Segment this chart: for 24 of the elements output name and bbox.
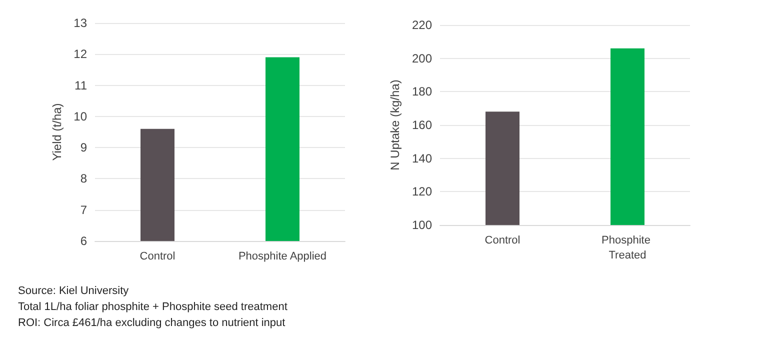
y-tick-label: 140 (412, 151, 432, 166)
x-tick-label: Control (140, 250, 176, 262)
x-tick-label: Phosphite Treated (602, 234, 654, 262)
y-tick-label: 180 (412, 84, 432, 99)
source-note: Source: Kiel University (18, 284, 130, 299)
y-tick-label: 220 (412, 18, 432, 32)
y-tick-label: 200 (412, 51, 432, 66)
x-tick-label: Phosphite Applied (238, 250, 327, 262)
y-tick-label: 11 (74, 78, 88, 92)
y-tick-label: 12 (74, 47, 88, 62)
y-tick-label: 8 (80, 172, 88, 186)
y-tick-label: 9 (80, 140, 88, 155)
y-tick-label: 10 (74, 109, 88, 124)
y-axis-title: Yield (t/ha) (50, 103, 64, 161)
y-tick-label: 13 (74, 16, 88, 30)
y-tick-label: 7 (80, 202, 88, 217)
x-tick-label: Control (484, 234, 520, 246)
text: Total 1L/ha foliar phosphite + Phosphite seed treatment (18, 300, 288, 315)
text: ROI: Circa £461/ha excluding changes to nutrient input (18, 316, 286, 331)
y-tick-label: 120 (412, 184, 432, 199)
y-tick-label: 100 (412, 218, 432, 232)
y-axis-title: N Uptake (kg/ha) (388, 80, 402, 170)
y-tick-label: 6 (80, 234, 88, 248)
y-tick-label: 160 (412, 118, 432, 132)
